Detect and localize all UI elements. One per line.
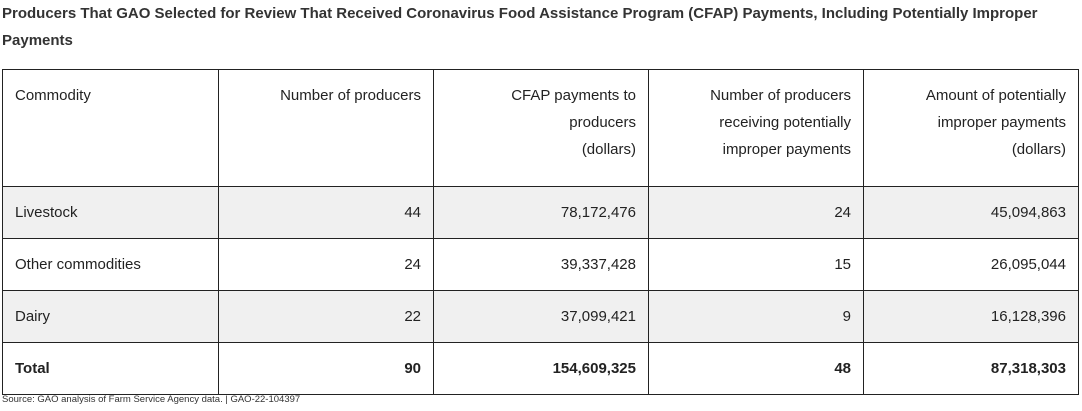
table-cell: 78,172,476 [433,186,649,239]
total-row: Total 90 154,609,325 48 87,318,303 [2,342,1079,395]
header-line: Number of producers [280,87,421,104]
header-line: receiving potentially [719,114,851,131]
table-cell: 39,337,428 [433,238,649,291]
table-cell: 9 [648,290,864,343]
header-line: improper payments [937,114,1066,131]
total-cell: 154,609,325 [433,342,649,395]
table-cell: Dairy [2,290,219,343]
source-note: Source: GAO analysis of Farm Service Age… [2,394,301,405]
header-line: (dollars) [1011,141,1066,158]
total-cell: 87,318,303 [863,342,1079,395]
total-cell: 90 [218,342,434,395]
header-line: improper payments [722,141,851,158]
table-cell: 15 [648,238,864,291]
column-header: CFAP payments to producers (dollars) [433,69,649,187]
data-table: Commodity Number of producers CFAP payment… [2,69,1079,395]
table-cell: 16,128,396 [863,290,1079,343]
table-row: Livestock 44 78,172,476 24 45,094,863 [2,186,1079,239]
table-cell: 37,099,421 [433,290,649,343]
table-cell: 45,094,863 [863,186,1079,239]
table-cell: Livestock [2,186,219,239]
table-row: Other commodities 24 39,337,428 15 26,095,04… [2,238,1079,291]
table-cell: 44 [218,186,434,239]
header-line: Commodity [15,87,91,104]
column-header: Amount of potentially improper payments (d… [863,69,1079,187]
table-row: Dairy 22 37,099,421 9 16,128,396 [2,290,1079,343]
title: Producers That GAO Selected for Review T… [2,5,1038,49]
header-row: Commodity Number of producers CFAP payment… [2,69,1079,187]
table-cell: 26,095,044 [863,238,1079,291]
column-header: Number of producers [218,69,434,187]
table-cell: Other commodities [2,238,219,291]
header-line: CFAP payments to [511,87,636,104]
header-line: (dollars) [581,141,636,158]
total-cell: Total [2,342,219,395]
header-line: Number of producers [710,87,851,104]
header-line: Amount of potentially [925,87,1066,104]
table-cell: 22 [218,290,434,343]
table-cell: 24 [648,186,864,239]
header-line: producers [569,114,636,131]
total-cell: 48 [648,342,864,395]
column-header: Commodity [2,69,219,187]
column-header: Number of producers receiving potentially… [648,69,864,187]
table-cell: 24 [218,238,434,291]
